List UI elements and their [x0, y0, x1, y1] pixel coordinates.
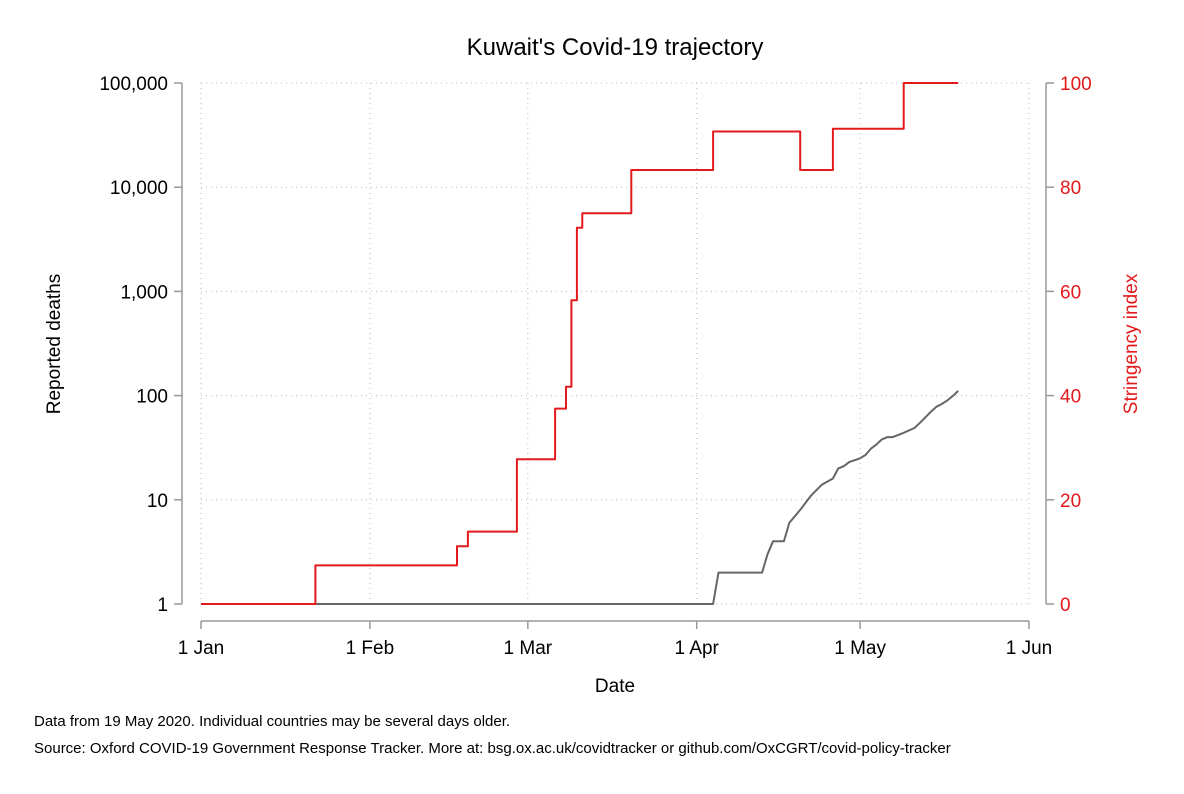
- x-tick-label: 1 Feb: [346, 638, 395, 659]
- chart-title: Kuwait's Covid-19 trajectory: [467, 34, 764, 61]
- right-tick-label: 0: [1060, 595, 1071, 616]
- x-tick-label: 1 Mar: [504, 638, 553, 659]
- x-tick-label: 1 May: [834, 638, 886, 659]
- data-date-note: Data from 19 May 2020. Individual countr…: [34, 713, 510, 730]
- right-tick-label: 80: [1060, 178, 1081, 199]
- left-tick-label: 1,000: [120, 282, 168, 303]
- x-axis-label: Date: [595, 676, 635, 697]
- left-tick-label: 10,000: [110, 178, 168, 199]
- axes: 1 10 100 1,000 10,000 100,000 0 20 40 60 80 100 1 Ja…: [99, 74, 1091, 659]
- gridlines: [200, 82, 1030, 605]
- right-tick-label: 20: [1060, 491, 1081, 512]
- left-tick-label: 100: [136, 387, 168, 408]
- left-y-axis-label: Reported deaths: [44, 274, 65, 415]
- series: [201, 82, 959, 605]
- x-tick-label: 1 Jun: [1006, 638, 1052, 659]
- source-note: Source: Oxford COVID-19 Government Respo…: [34, 740, 951, 757]
- x-tick-label: 1 Jan: [178, 638, 224, 659]
- left-tick-label: 1: [157, 595, 168, 616]
- right-tick-label: 60: [1060, 282, 1081, 303]
- stringency-series-line: [201, 82, 959, 605]
- x-tick-label: 1 Apr: [675, 638, 720, 659]
- deaths-series-line: [201, 390, 959, 605]
- right-tick-label: 100: [1060, 74, 1092, 95]
- right-tick-label: 40: [1060, 387, 1081, 408]
- left-tick-label: 10: [147, 491, 168, 512]
- left-tick-label: 100,000: [99, 74, 168, 95]
- right-y-axis-label: Stringency index: [1121, 273, 1142, 414]
